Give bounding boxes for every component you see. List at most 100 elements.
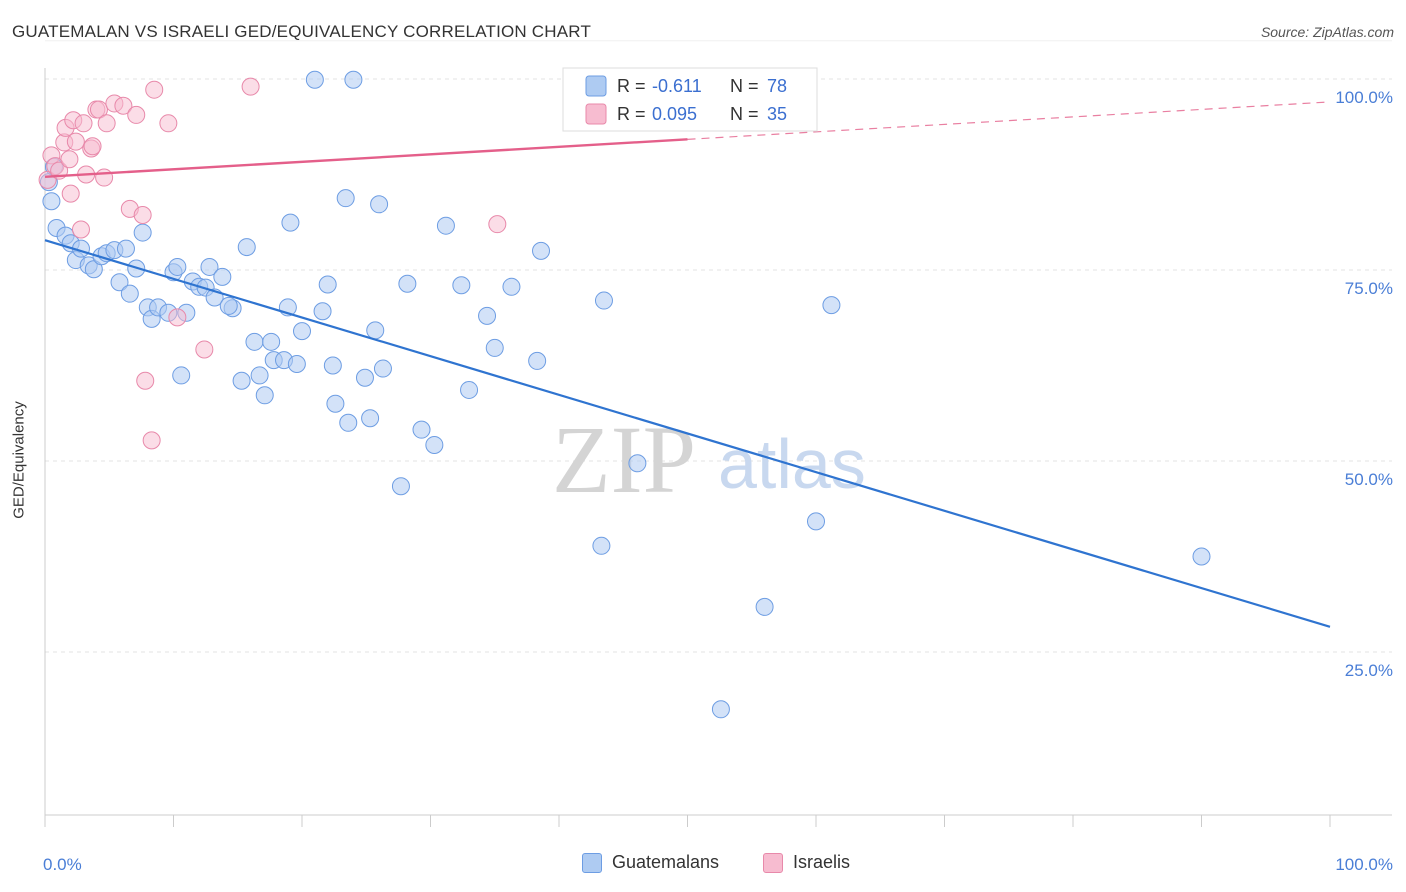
legend-r-value-1: -0.611 (652, 76, 702, 96)
point-guatemalan (355, 368, 374, 387)
points-layer (38, 70, 1211, 719)
point-guatemalan (326, 394, 345, 413)
legend-label-israelis: Israelis (793, 852, 851, 872)
legend-item-guatemalans[interactable]: Guatemalans (582, 852, 719, 873)
chart-title: GUATEMALAN VS ISRAELI GED/EQUIVALENCY CO… (12, 22, 592, 41)
point-guatemalan (412, 420, 431, 439)
point-guatemalan (592, 536, 611, 555)
y-tick-label: 25.0% (1345, 661, 1393, 680)
point-guatemalan (281, 213, 300, 232)
point-israeli (83, 137, 102, 156)
watermark-zip: ZIP (552, 406, 696, 513)
point-guatemalan (120, 284, 139, 303)
trend-layer (44, 101, 1331, 628)
point-guatemalan (532, 241, 551, 260)
swatch-guatemalans (582, 852, 602, 873)
point-guatemalan (133, 223, 152, 242)
legend-swatch-israelis (585, 103, 607, 125)
point-israeli (488, 215, 507, 234)
point-guatemalan (366, 321, 385, 340)
point-israeli (127, 105, 146, 124)
point-guatemalan (370, 195, 389, 214)
point-guatemalan (344, 70, 363, 89)
legend-label-guatemalans: Guatemalans (612, 852, 720, 872)
watermark: ZIP atlas (552, 406, 866, 513)
point-guatemalan (460, 380, 479, 399)
point-guatemalan (502, 277, 521, 296)
x-tick-label-end: 100.0% (1335, 855, 1393, 874)
point-guatemalan (42, 192, 61, 211)
point-israeli (159, 114, 178, 133)
point-israeli (114, 96, 133, 115)
y-tick-label: 100.0% (1335, 88, 1393, 107)
y-tick-label: 50.0% (1345, 470, 1393, 489)
point-guatemalan (594, 291, 613, 310)
point-israeli (71, 220, 90, 239)
point-guatemalan (318, 275, 337, 294)
point-guatemalan (361, 409, 380, 428)
point-guatemalan (711, 700, 730, 719)
point-guatemalan (452, 276, 471, 295)
grid-layer (45, 40, 1392, 653)
point-guatemalan (110, 273, 129, 292)
point-guatemalan (116, 239, 135, 258)
point-israeli (97, 114, 116, 133)
point-guatemalan (255, 386, 274, 405)
point-israeli (60, 150, 79, 169)
point-israeli (145, 80, 164, 99)
tick-label-layer: 25.0% 50.0% 75.0% 100.0% 0.0% 100.0% (43, 88, 1393, 874)
point-guatemalan (485, 338, 504, 357)
trendline-israelis-extension (687, 101, 1331, 140)
point-guatemalan (478, 306, 497, 325)
point-guatemalan (391, 477, 410, 496)
point-israeli (142, 431, 161, 450)
y-tick-label: 75.0% (1345, 279, 1393, 298)
legend-r-value-2: 0.095 (652, 104, 697, 124)
point-guatemalan (425, 435, 444, 454)
point-guatemalan (237, 238, 256, 257)
point-guatemalan (232, 371, 251, 390)
point-israeli (136, 371, 155, 390)
point-guatemalan (313, 302, 332, 321)
point-israeli (168, 308, 187, 327)
legend-item-israelis[interactable]: Israelis (763, 852, 850, 873)
point-guatemalan (336, 189, 355, 208)
point-israeli (89, 100, 108, 119)
legend-n-label-2: N = (730, 104, 759, 124)
legend-n-value-2: 35 (767, 104, 787, 124)
point-israeli (66, 132, 85, 151)
top-legend: R = -0.611 N = 78 R = 0.095 N = 35 (562, 67, 818, 132)
trendline-guatemalans (44, 239, 1331, 628)
point-israeli (133, 205, 152, 224)
point-guatemalan (528, 351, 547, 370)
point-israeli (195, 340, 214, 359)
trendline-israelis (44, 138, 688, 178)
point-israeli (61, 184, 80, 203)
point-guatemalan (172, 366, 191, 385)
point-guatemalan (436, 216, 455, 235)
point-guatemalan (339, 413, 358, 432)
point-guatemalan (245, 332, 264, 351)
point-guatemalan (287, 354, 306, 373)
point-guatemalan (628, 454, 647, 473)
legend-r-label-2: R = (617, 104, 646, 124)
axis-layer (44, 68, 1392, 827)
point-guatemalan (200, 257, 219, 276)
point-guatemalan (373, 359, 392, 378)
swatch-israelis (763, 852, 783, 873)
point-guatemalan (305, 70, 324, 89)
legend-n-label-1: N = (730, 76, 759, 96)
point-guatemalan (323, 356, 342, 375)
point-guatemalan (398, 274, 417, 293)
point-guatemalan (262, 332, 281, 351)
point-guatemalan (250, 366, 269, 385)
point-guatemalan (293, 322, 311, 341)
point-israeli (95, 168, 114, 187)
point-guatemalan (213, 267, 232, 286)
point-guatemalan (755, 597, 774, 616)
legend-r-label-1: R = (617, 76, 646, 96)
point-israeli (74, 114, 93, 133)
source-credit: Source: ZipAtlas.com (1260, 24, 1394, 40)
x-tick-label-start: 0.0% (43, 855, 82, 874)
